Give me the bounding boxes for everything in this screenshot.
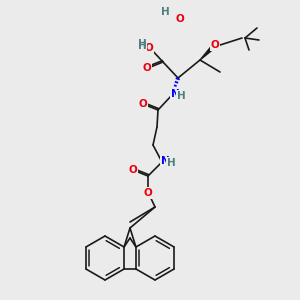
Text: O: O (211, 40, 219, 50)
Text: O: O (144, 188, 152, 198)
Text: H: H (138, 39, 146, 49)
Text: O: O (139, 99, 147, 109)
Text: O: O (142, 63, 152, 73)
Text: N: N (171, 89, 179, 99)
Text: H: H (167, 158, 176, 168)
Text: O: O (145, 43, 153, 53)
Text: H: H (160, 7, 169, 17)
Text: N: N (160, 156, 169, 166)
Polygon shape (200, 43, 216, 60)
Text: H: H (138, 41, 146, 51)
Text: O: O (176, 14, 184, 24)
Text: O: O (129, 165, 137, 175)
Text: H: H (177, 91, 185, 101)
